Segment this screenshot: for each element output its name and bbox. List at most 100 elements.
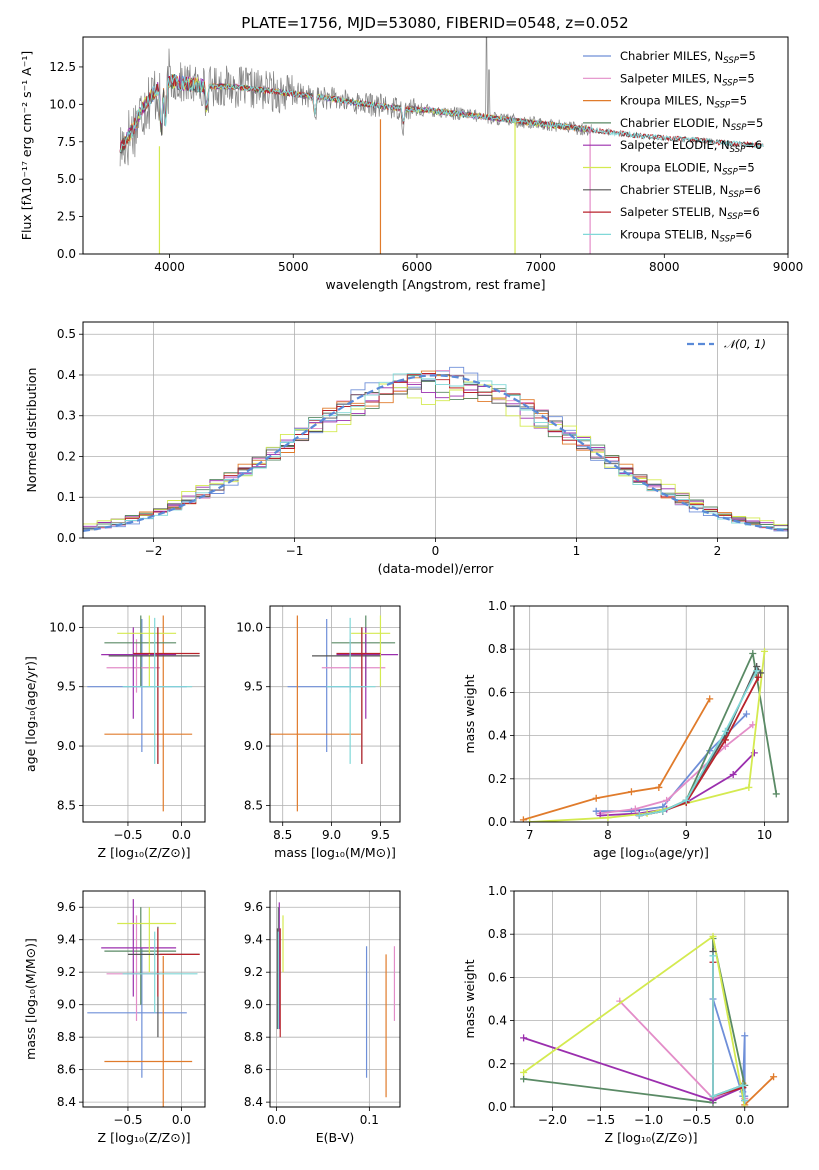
axes-frame bbox=[269, 605, 401, 823]
x-tick-label: 9.0 bbox=[322, 828, 341, 842]
histogram-series bbox=[83, 381, 788, 538]
x-tick-label: 10 bbox=[757, 828, 772, 842]
y-tick-label: 2.5 bbox=[57, 210, 76, 224]
y-tick-label: 9.4 bbox=[244, 933, 263, 947]
x-tick-label: 2 bbox=[714, 544, 722, 558]
weight-marker bbox=[721, 727, 729, 735]
x-axis-label: age [log₁₀(age/yr)] bbox=[593, 845, 709, 860]
plot-area bbox=[119, 37, 764, 254]
weight-marker bbox=[729, 770, 737, 778]
weight-marker bbox=[682, 796, 690, 804]
weight-marker bbox=[749, 721, 757, 729]
x-tick-label: −2 bbox=[145, 544, 163, 558]
axes-frame bbox=[513, 890, 789, 1108]
legend-label: Chabrier MILES, NSSP=5 bbox=[620, 49, 756, 66]
weight-marker bbox=[635, 812, 643, 820]
y-tick-label: 10.0 bbox=[49, 620, 76, 634]
y-tick-label: 10.0 bbox=[236, 620, 263, 634]
weight-marker bbox=[709, 1092, 717, 1100]
y-tick-label: 9.4 bbox=[57, 933, 76, 947]
panel-mass_weight_vs_age: 7 8 9 10 0.0 0.2 0.4 0.6 0.8 1.0 age [log₁₀(age/yr… bbox=[462, 599, 789, 860]
y-tick-label: 9.6 bbox=[57, 900, 76, 914]
x-tick-label: −1 bbox=[286, 544, 304, 558]
y-tick-label: 0.4 bbox=[488, 1014, 507, 1028]
weight-marker bbox=[592, 807, 600, 815]
plot-area bbox=[519, 647, 780, 822]
y-tick-label: 9.0 bbox=[57, 739, 76, 753]
weight-marker bbox=[757, 669, 765, 677]
y-axis-label: mass [log₁₀(M/M⊙)] bbox=[23, 938, 38, 1060]
weight-marker bbox=[627, 788, 635, 796]
spectrum-model-line bbox=[119, 74, 764, 153]
x-tick-label: 8.5 bbox=[273, 828, 292, 842]
y-axis-label: mass weight bbox=[462, 674, 477, 753]
panel-residuals: −2 −1 0 1 2 0.0 0.1 0.2 0.3 0.4 0.5 (data-model)/er… bbox=[24, 321, 789, 576]
weight-series-line bbox=[712, 955, 746, 1101]
plot-area bbox=[87, 615, 200, 812]
weight-marker bbox=[761, 647, 769, 655]
y-tick-label: 9.6 bbox=[244, 900, 263, 914]
legend-label: Salpeter ELODIE, NSSP=6 bbox=[620, 138, 762, 155]
y-tick-label: 8.4 bbox=[57, 1095, 76, 1109]
y-tick-label: 0.5 bbox=[57, 327, 76, 341]
panel-age_vs_Z: −0.5 0.0 8.5 9.0 9.5 10.0 Z [log₁₀(Z/Z⊙)] age [… bbox=[23, 605, 206, 860]
plot-area bbox=[83, 366, 788, 538]
y-tick-label: 8.4 bbox=[244, 1095, 263, 1109]
weight-marker bbox=[709, 952, 717, 960]
x-tick-label: 0.0 bbox=[172, 1113, 191, 1127]
panel-mass_vs_Z: −0.5 0.0 8.4 8.6 8.8 9.0 9.2 9.4 9.6 Z [log₁₀(Z/Z… bbox=[23, 890, 206, 1145]
y-tick-label: 8.5 bbox=[57, 798, 76, 812]
x-tick-label: 8000 bbox=[649, 260, 680, 274]
axes-frame bbox=[82, 605, 206, 823]
y-tick-label: 10.0 bbox=[49, 97, 76, 111]
legend-label: Chabrier STELIB, NSSP=6 bbox=[620, 183, 761, 200]
x-tick-label: 4000 bbox=[154, 260, 185, 274]
x-axis-label: Z [log₁₀(Z/Z⊙)] bbox=[605, 1130, 698, 1145]
weight-marker bbox=[592, 794, 600, 802]
x-tick-label: −2.0 bbox=[538, 1113, 567, 1127]
y-tick-label: 0.0 bbox=[488, 1100, 507, 1114]
weight-marker bbox=[721, 742, 729, 750]
x-tick-label: 7000 bbox=[525, 260, 556, 274]
weight-marker bbox=[520, 1034, 528, 1042]
y-tick-label: 8.8 bbox=[57, 1030, 76, 1044]
panel-spectrum: 4000 5000 6000 7000 8000 9000 0.0 2.5 5.0 7.5 10.0… bbox=[19, 36, 803, 292]
legend-label: Salpeter STELIB, NSSP=6 bbox=[620, 205, 760, 222]
x-axis-label: Z [log₁₀(Z/Z⊙)] bbox=[98, 845, 191, 860]
y-tick-label: 0.2 bbox=[488, 1057, 507, 1071]
weight-marker bbox=[604, 814, 612, 822]
y-axis-label: age [log₁₀(age/yr)] bbox=[23, 656, 38, 772]
y-axis-label: Normed distribution bbox=[24, 368, 39, 493]
x-tick-label: 0 bbox=[432, 544, 440, 558]
axes-frame bbox=[82, 36, 789, 255]
x-tick-label: −1.0 bbox=[634, 1113, 663, 1127]
axes-frame bbox=[82, 321, 789, 539]
weight-marker bbox=[770, 1073, 778, 1081]
y-tick-label: 8.5 bbox=[244, 798, 263, 812]
x-tick-label: 8 bbox=[604, 828, 612, 842]
y-tick-label: 9.2 bbox=[244, 965, 263, 979]
y-tick-label: 0.3 bbox=[57, 409, 76, 423]
weight-marker bbox=[526, 818, 534, 822]
figure-title: PLATE=1756, MJD=53080, FIBERID=0548, z=0… bbox=[241, 14, 628, 32]
weight-marker bbox=[519, 816, 527, 822]
weight-marker bbox=[745, 783, 753, 791]
y-tick-label: 0.4 bbox=[488, 729, 507, 743]
legend-label: Kroupa STELIB, NSSP=6 bbox=[620, 227, 752, 244]
x-axis-label: Z [log₁₀(Z/Z⊙)] bbox=[98, 1130, 191, 1145]
weight-marker bbox=[749, 650, 757, 658]
y-tick-label: 9.0 bbox=[244, 739, 263, 753]
panels: 4000 5000 6000 7000 8000 90000.02.55.07.510.0… bbox=[19, 36, 803, 1145]
y-tick-label: 9.5 bbox=[57, 680, 76, 694]
y-tick-label: 0.0 bbox=[57, 247, 76, 261]
y-tick-label: 0.0 bbox=[57, 531, 76, 545]
x-axis-label: E(B-V) bbox=[316, 1130, 355, 1145]
x-tick-label: 0.0 bbox=[735, 1113, 754, 1127]
y-tick-label: 1.0 bbox=[488, 884, 507, 898]
x-tick-label: 9.5 bbox=[371, 828, 390, 842]
x-tick-label: −0.5 bbox=[113, 1113, 142, 1127]
x-axis-label: wavelength [Angstrom, rest frame] bbox=[325, 277, 545, 292]
legend-label: Salpeter MILES, NSSP=5 bbox=[620, 71, 755, 88]
y-tick-label: 9.0 bbox=[57, 998, 76, 1012]
